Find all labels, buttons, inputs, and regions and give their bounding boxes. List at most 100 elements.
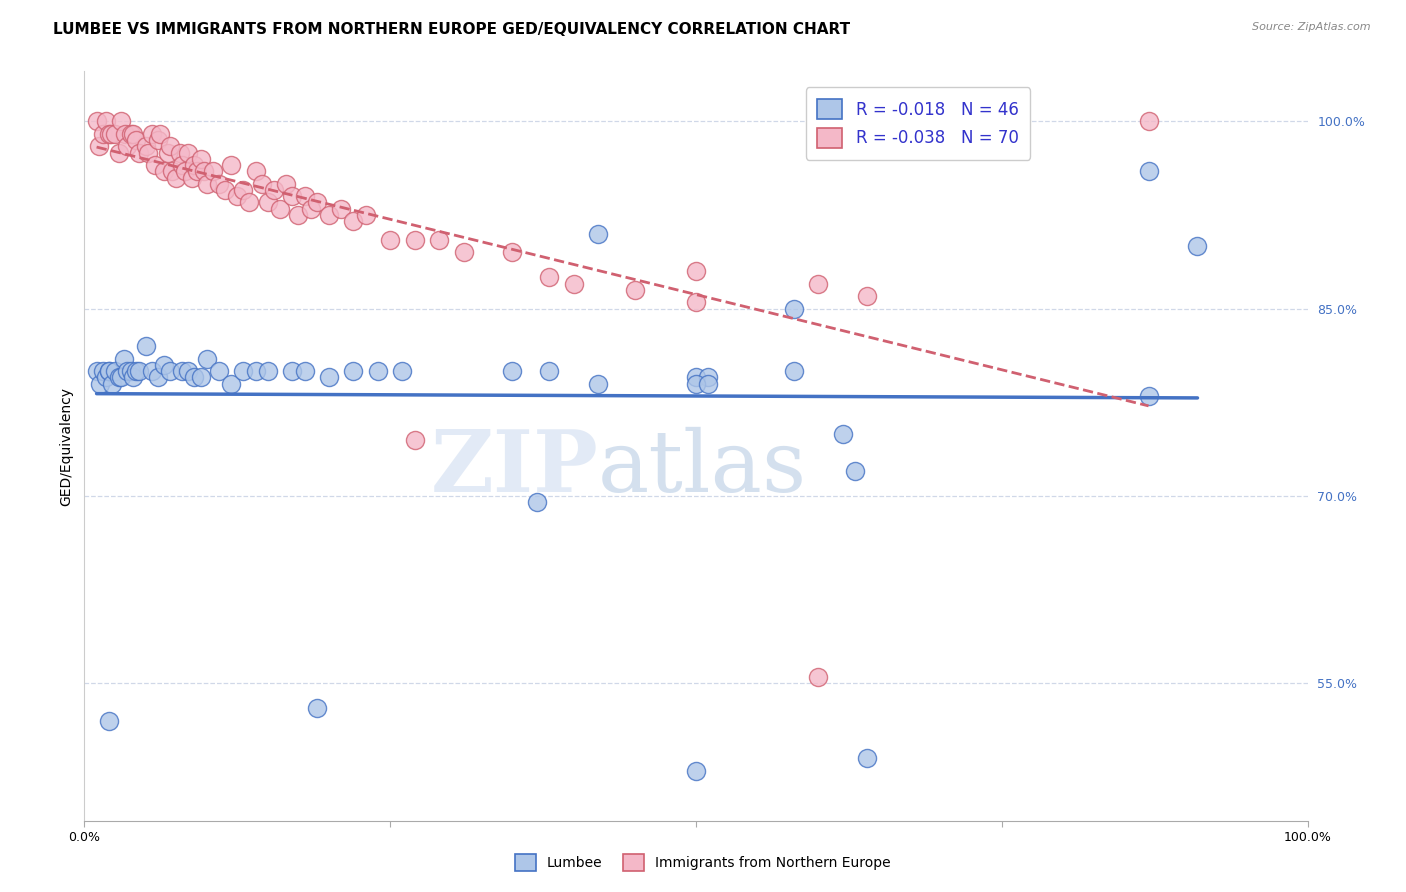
Point xyxy=(96,370,118,384)
Point xyxy=(135,339,157,353)
Point xyxy=(305,701,328,715)
Point xyxy=(250,177,273,191)
Point xyxy=(162,164,184,178)
Point xyxy=(586,376,609,391)
Point xyxy=(122,370,145,384)
Point xyxy=(287,208,309,222)
Point xyxy=(502,245,524,260)
Point xyxy=(141,364,163,378)
Point xyxy=(257,195,280,210)
Point xyxy=(697,370,720,384)
Point xyxy=(177,364,200,378)
Point xyxy=(110,370,132,384)
Legend: R = -0.018   N = 46, R = -0.038   N = 70: R = -0.018 N = 46, R = -0.038 N = 70 xyxy=(806,87,1031,160)
Point xyxy=(159,139,181,153)
Point xyxy=(177,145,200,160)
Text: atlas: atlas xyxy=(598,427,807,510)
Point xyxy=(153,164,176,178)
Point xyxy=(97,364,120,378)
Point xyxy=(101,376,124,391)
Point xyxy=(856,751,879,765)
Point xyxy=(219,158,242,172)
Point xyxy=(685,370,707,384)
Point xyxy=(526,495,548,509)
Point xyxy=(380,233,402,247)
Point xyxy=(183,158,205,172)
Point xyxy=(281,364,304,378)
Point xyxy=(159,364,181,378)
Point xyxy=(115,364,138,378)
Point xyxy=(294,189,316,203)
Point xyxy=(112,351,135,366)
Point xyxy=(96,114,118,128)
Point xyxy=(190,370,212,384)
Legend: Lumbee, Immigrants from Northern Europe: Lumbee, Immigrants from Northern Europe xyxy=(509,848,897,876)
Point xyxy=(128,145,150,160)
Point xyxy=(165,170,187,185)
Point xyxy=(125,364,148,378)
Point xyxy=(238,195,260,210)
Point xyxy=(208,364,231,378)
Point xyxy=(97,714,120,728)
Point xyxy=(1187,239,1209,253)
Point xyxy=(232,183,254,197)
Point xyxy=(136,145,159,160)
Point xyxy=(193,164,215,178)
Point xyxy=(226,189,249,203)
Point xyxy=(107,145,129,160)
Point xyxy=(146,370,169,384)
Point xyxy=(1137,164,1160,178)
Point xyxy=(685,295,707,310)
Point xyxy=(190,152,212,166)
Point xyxy=(91,364,114,378)
Point xyxy=(856,289,879,303)
Point xyxy=(269,202,291,216)
Point xyxy=(299,202,322,216)
Point xyxy=(342,364,364,378)
Point xyxy=(294,364,316,378)
Point xyxy=(685,376,707,391)
Point xyxy=(89,376,111,391)
Point xyxy=(305,195,328,210)
Point xyxy=(87,139,110,153)
Point xyxy=(232,364,254,378)
Point xyxy=(104,364,127,378)
Point xyxy=(367,364,389,378)
Point xyxy=(214,183,236,197)
Point xyxy=(153,358,176,372)
Point xyxy=(831,426,853,441)
Point xyxy=(219,376,242,391)
Point xyxy=(844,464,866,478)
Point xyxy=(172,158,194,172)
Point xyxy=(318,208,340,222)
Point xyxy=(135,139,157,153)
Point xyxy=(330,202,353,216)
Point xyxy=(783,364,806,378)
Text: ZIP: ZIP xyxy=(430,426,598,510)
Point xyxy=(807,670,830,684)
Point xyxy=(115,139,138,153)
Point xyxy=(502,364,524,378)
Point xyxy=(783,301,806,316)
Point xyxy=(538,270,561,285)
Point xyxy=(201,164,224,178)
Point xyxy=(342,214,364,228)
Point xyxy=(120,127,142,141)
Point xyxy=(186,164,208,178)
Text: LUMBEE VS IMMIGRANTS FROM NORTHERN EUROPE GED/EQUIVALENCY CORRELATION CHART: LUMBEE VS IMMIGRANTS FROM NORTHERN EUROP… xyxy=(53,22,851,37)
Point xyxy=(97,127,120,141)
Point xyxy=(143,158,166,172)
Point xyxy=(156,145,179,160)
Point xyxy=(122,127,145,141)
Point xyxy=(276,177,298,191)
Point xyxy=(245,164,267,178)
Point xyxy=(181,170,204,185)
Point xyxy=(263,183,285,197)
Point xyxy=(281,189,304,203)
Y-axis label: GED/Equivalency: GED/Equivalency xyxy=(59,386,73,506)
Point xyxy=(685,264,707,278)
Point xyxy=(318,370,340,384)
Point xyxy=(110,114,132,128)
Point xyxy=(245,364,267,378)
Point xyxy=(104,127,127,141)
